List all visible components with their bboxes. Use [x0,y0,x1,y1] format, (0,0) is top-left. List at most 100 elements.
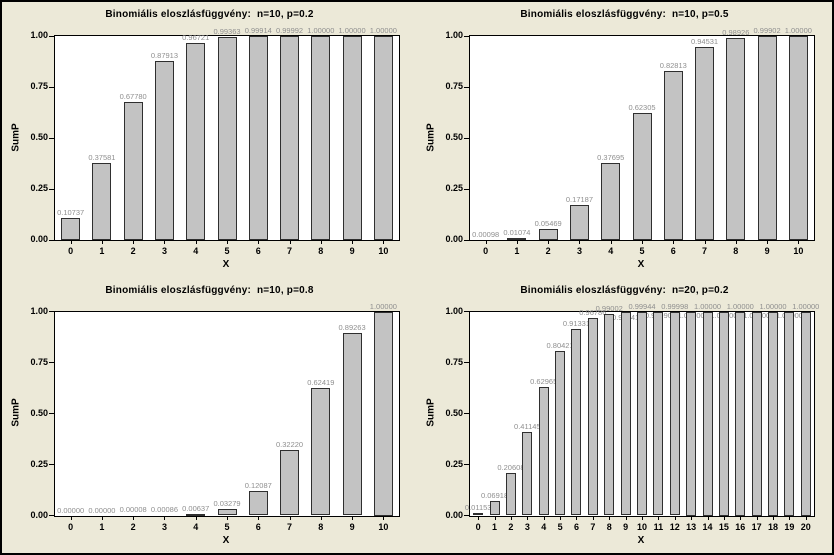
bar-value-label: 0.37581 [88,153,116,163]
bar-value-label: 0.82813 [659,61,687,71]
bar-value-label: 0.99363 [213,27,241,37]
bar-value-label: 0.10737 [57,208,85,218]
bar [784,311,795,516]
x-tick-label: 8 [733,246,739,256]
bar [637,311,647,516]
bar [669,311,680,516]
x-tick-label: 0 [68,521,74,532]
bar-value-label: 0.98926 [722,28,750,38]
x-tick-label: 18 [768,521,779,532]
y-tick-mark [464,239,469,241]
x-tick-label: 2 [130,246,136,256]
bar-value-label: 0.00008 [119,505,147,515]
x-tick-label: 9 [623,521,629,532]
bar-value-label: 0.05469 [534,218,562,228]
x-tick-label: 11 [653,521,664,532]
bar [702,311,713,516]
x-tick-label: 6 [255,521,261,532]
x-tick-label: 5 [557,521,563,532]
chart-title: Binomiális eloszlásfüggvény: n=10, p=0.8 [105,284,314,296]
y-tick-mark [464,86,469,88]
bar-value-label: 0.03279 [213,498,241,508]
bar-value-label: 0.32220 [275,439,304,449]
x-tick-mark [756,516,758,520]
y-tick-mark [49,464,54,465]
bar [507,237,527,240]
y-tick-label: 0.50 [30,132,48,142]
y-tick-label: 0.75 [30,356,48,367]
x-tick-label: 0 [475,521,481,532]
x-axis-title: X [637,259,645,270]
x-tick-mark [592,516,594,520]
bar [217,508,237,516]
y-tick-label: 0.25 [445,458,463,469]
y-tick-mark [464,137,469,139]
bar [751,311,762,516]
x-tick-label: 5 [224,521,230,532]
bar-value-label: 1.00000 [369,26,397,35]
y-tick-mark [464,188,469,190]
x-tick-mark [101,241,103,244]
x-tick-label: 4 [193,246,199,256]
bar-value-label: 0.41145 [514,421,541,431]
y-tick-mark [49,311,54,312]
y-tick-mark [49,188,54,190]
x-tick-label: 4 [608,246,614,256]
x-tick-label: 9 [349,521,355,532]
y-tick-label: 0.75 [30,81,48,91]
x-tick-label: 13 [686,521,697,532]
bar [505,473,516,516]
x-tick-label: 16 [735,521,746,532]
bar-value-label: 0.17187 [565,194,594,204]
x-tick-label: 8 [318,521,324,532]
x-tick-label: 17 [751,521,762,532]
x-tick-mark [289,516,291,520]
bar [123,101,143,240]
x-tick-mark [494,516,496,520]
bar [342,333,362,516]
bar [726,38,746,240]
bar [280,449,300,516]
bar [280,36,300,240]
x-tick-label: 3 [576,246,582,256]
bar [604,313,615,516]
x-tick-mark [625,516,627,520]
x-tick-label: 9 [764,246,770,256]
bar [757,36,777,240]
x-tick-label: 3 [161,246,167,256]
x-tick-label: 12 [669,521,680,532]
bar [538,387,549,516]
chart-panel-n10-p05: Binomiális eloszlásfüggvény: n=10, p=0.5… [417,2,832,278]
bar [154,60,174,240]
bar [735,311,746,516]
x-tick-label: 2 [508,521,514,532]
x-tick-label: 6 [573,521,579,532]
bar [601,163,621,240]
chart-panel-n20-p02: Binomiális eloszlásfüggvény: n=20, p=0.2… [417,278,832,554]
bar-value-label: 0.99944 [628,301,656,311]
y-tick-label: 0.00 [30,234,48,244]
bar [695,47,715,240]
bar-value-label: 0.99902 [753,26,781,36]
x-tick-label: 4 [193,521,199,532]
bar-value-label: 1.00000 [693,301,722,311]
x-tick-label: 7 [287,521,293,532]
chart-panel-n10-p02: Binomiális eloszlásfüggvény: n=10, p=0.2… [2,2,417,278]
plot-area: 0.00 0.25 0.50 0.75 1.00 0.00000 0.00000 0.0000… [30,302,400,532]
bar-value-label: 1.00000 [759,301,787,311]
x-tick-mark [227,516,228,520]
x-tick-label: 20 [800,521,811,532]
bar-value-label: 0.96721 [182,32,210,42]
x-tick-label: 4 [541,521,547,532]
x-tick-mark [798,241,800,244]
x-tick-mark [195,516,197,520]
x-tick-mark [289,241,291,244]
bar-value-label: 0.99998 [661,301,689,311]
x-tick-mark [258,241,260,244]
x-tick-mark [610,241,612,244]
y-tick-label: 1.00 [445,30,463,40]
chart-panel-n10-p08: Binomiális eloszlásfüggvény: n=10, p=0.8… [2,278,417,554]
y-tick-mark [49,362,54,363]
bar [522,431,533,516]
bar [620,312,631,516]
